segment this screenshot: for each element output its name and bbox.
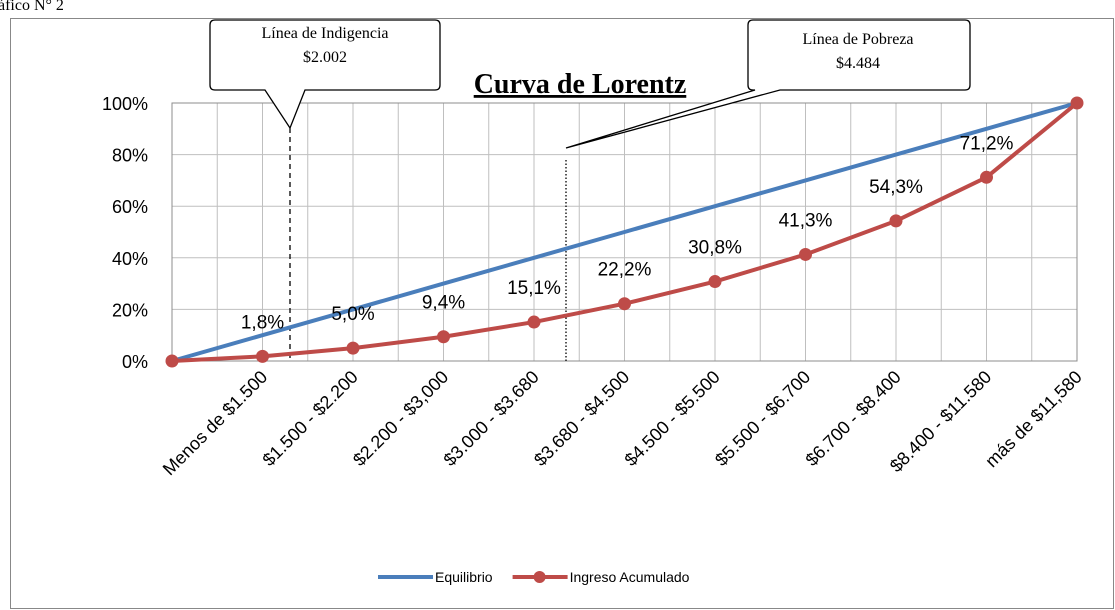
caption: áfico N° 2 — [0, 0, 64, 14]
marker — [708, 275, 722, 289]
marker — [618, 297, 631, 311]
data-label: 15,1% — [507, 278, 561, 299]
marker — [437, 330, 450, 344]
marker — [346, 341, 360, 355]
data-label: 22,2% — [598, 260, 652, 281]
marker — [889, 214, 903, 228]
data-label: 41,3% — [779, 210, 833, 231]
marker — [256, 349, 269, 363]
legend-label: Equilibrio — [435, 569, 493, 585]
marker — [527, 315, 541, 329]
marker — [165, 354, 179, 368]
y-tick-label: 20% — [112, 300, 148, 320]
marker — [799, 247, 812, 261]
callout-indigence — [209, 19, 441, 130]
y-tick-label: 60% — [112, 197, 148, 217]
data-label: 5,0% — [331, 304, 374, 325]
marker — [1070, 96, 1084, 110]
callout-poverty — [565, 19, 971, 149]
callout-value: $4.484 — [836, 55, 880, 72]
data-label: 9,4% — [422, 293, 465, 314]
data-label: 54,3% — [869, 177, 923, 198]
callout-title: Línea de Pobreza — [802, 31, 913, 48]
series-line — [171, 101, 1078, 363]
y-tick-label: 80% — [112, 146, 148, 166]
data-label: 71,2% — [960, 133, 1014, 154]
chart-border — [10, 18, 1114, 609]
plot-area — [171, 102, 1078, 362]
marker — [980, 170, 993, 184]
y-tick-label: 100% — [102, 94, 148, 114]
y-tick-label: 0% — [122, 352, 148, 372]
callout-value: $2.002 — [303, 49, 347, 66]
data-label: 1,8% — [241, 312, 284, 333]
legend-marker — [533, 571, 546, 583]
chart-title: Curva de Lorentz — [474, 69, 687, 100]
legend-label: Ingreso Acumulado — [570, 569, 690, 585]
callout-title: Línea de Indigencia — [261, 25, 388, 42]
data-label: 30,8% — [688, 238, 742, 259]
y-tick-label: 40% — [112, 249, 148, 269]
plot-border — [171, 102, 1078, 362]
